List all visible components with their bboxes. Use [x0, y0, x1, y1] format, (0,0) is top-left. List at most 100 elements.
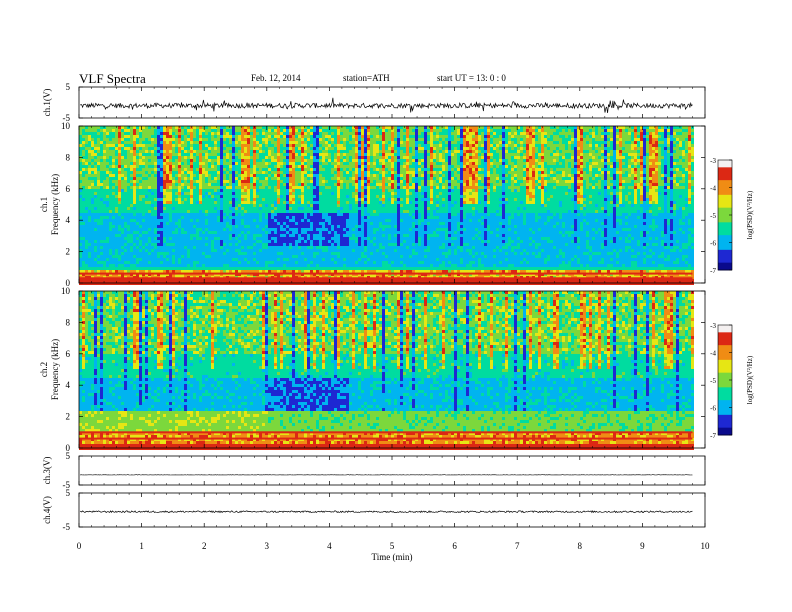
spectrogram-cell	[199, 210, 202, 213]
spectrogram-cell	[184, 225, 187, 228]
spectrogram-cell	[259, 237, 262, 240]
spectrogram-cell	[337, 282, 340, 285]
spectrogram-cell	[289, 183, 292, 186]
spectrogram-cell	[310, 141, 313, 144]
spectrogram-cell	[115, 132, 118, 135]
spectrogram-cell	[106, 222, 109, 225]
spectrogram-cell	[169, 189, 172, 192]
spectrogram-cell	[154, 183, 157, 186]
spectrogram-cell	[331, 252, 334, 255]
spectrogram-cell	[148, 174, 151, 177]
spectrogram-cell	[121, 168, 124, 171]
spectrogram-cell	[202, 213, 205, 216]
spectrogram-cell	[205, 213, 208, 216]
spectrogram-cell	[331, 264, 334, 267]
spectrogram-cell	[334, 186, 337, 189]
spectrogram-cell	[256, 141, 259, 144]
spectrogram-cell	[298, 135, 301, 138]
spectrogram-cell	[211, 204, 214, 207]
spectrogram-cell	[163, 219, 166, 222]
spectrogram-cell	[322, 252, 325, 255]
spectrogram-cell	[316, 249, 319, 252]
spectrogram-cell	[256, 210, 259, 213]
spectrogram-cell	[250, 153, 253, 156]
spectrogram-cell	[202, 162, 205, 165]
spectrogram-cell	[262, 192, 265, 195]
spectrogram-cell	[235, 126, 238, 129]
spectrogram-cell	[220, 186, 223, 189]
spectrogram-cell	[310, 195, 313, 198]
spectrogram-cell	[214, 237, 217, 240]
spectrogram-cell	[343, 279, 346, 282]
spectrogram-cell	[178, 126, 181, 129]
spectrogram-cell	[331, 162, 334, 165]
spectrogram-cell	[175, 129, 178, 132]
spectrogram-cell	[196, 177, 199, 180]
spectrogram-cell	[310, 174, 313, 177]
spectrogram-cell	[304, 138, 307, 141]
spectrogram-cell	[292, 159, 295, 162]
spectrogram-cell	[142, 261, 145, 264]
spectrogram-cell	[337, 138, 340, 141]
spectrogram-cell	[181, 234, 184, 237]
spectrogram-cell	[325, 147, 328, 150]
spectrogram-cell	[238, 234, 241, 237]
spectrogram-cell	[163, 168, 166, 171]
spectrogram-cell	[295, 126, 298, 129]
spectrogram-cell	[220, 252, 223, 255]
spectrogram-cell	[196, 162, 199, 165]
spectrogram-cell	[187, 231, 190, 234]
spectrogram-cell	[277, 210, 280, 213]
spectrogram-cell	[175, 192, 178, 195]
spectrogram-cell	[295, 231, 298, 234]
spectrogram-cell	[199, 165, 202, 168]
spectrogram-cell	[325, 282, 328, 285]
spectrogram-cell	[196, 249, 199, 252]
spectrogram-cell	[274, 204, 277, 207]
spectrogram-cell	[214, 261, 217, 264]
spectrogram-cell	[340, 207, 343, 210]
spectrogram-cell	[322, 270, 325, 273]
spectrogram-cell	[181, 270, 184, 273]
spectrogram-cell	[121, 177, 124, 180]
spectrogram-cell	[127, 213, 130, 216]
spectrogram-cell	[196, 222, 199, 225]
spectrogram-cell	[301, 174, 304, 177]
spectrogram-cell	[181, 174, 184, 177]
spectrogram-cell	[163, 210, 166, 213]
spectrogram-cell	[109, 225, 112, 228]
spectrogram-cell	[118, 219, 121, 222]
spectrogram-cell	[160, 267, 163, 270]
spectrogram-cell	[265, 162, 268, 165]
spectrogram-cell	[253, 192, 256, 195]
spectrogram-cell	[292, 279, 295, 282]
spectrogram-cell	[145, 222, 148, 225]
spectrogram-cell	[322, 186, 325, 189]
spectrogram-cell	[184, 258, 187, 261]
spectrogram-cell	[79, 222, 82, 225]
spectrogram-cell	[343, 231, 346, 234]
spectrogram-cell	[232, 213, 235, 216]
spectrogram-cell	[268, 153, 271, 156]
spectrogram-cell	[259, 177, 262, 180]
spectrogram-cell	[223, 204, 226, 207]
spectrogram-cell	[241, 135, 244, 138]
spectrogram-cell	[310, 201, 313, 204]
spectrogram-cell	[208, 156, 211, 159]
spectrogram-cell	[271, 174, 274, 177]
spectrogram-cell	[115, 264, 118, 267]
spectrogram-cell	[205, 138, 208, 141]
spectrogram-cell	[97, 171, 100, 174]
spectrogram-cell	[223, 168, 226, 171]
spectrogram-cell	[250, 267, 253, 270]
spectrogram-cell	[178, 183, 181, 186]
spectrogram-cell	[109, 198, 112, 201]
spectrogram-cell	[136, 135, 139, 138]
spectrogram-cell	[214, 228, 217, 231]
spectrogram-cell	[346, 177, 349, 180]
spectrogram-cell	[298, 192, 301, 195]
spectrogram-cell	[163, 237, 166, 240]
spectrogram-cell	[328, 228, 331, 231]
spectrogram-cell	[292, 261, 295, 264]
spectrogram-cell	[142, 270, 145, 273]
